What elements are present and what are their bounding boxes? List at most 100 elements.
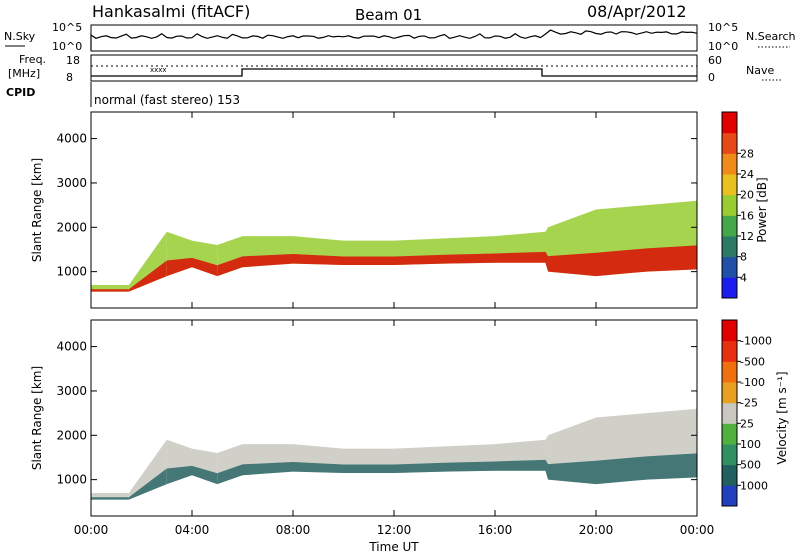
nave-tick-bottom: 0	[708, 71, 715, 84]
colorbar-tick-label: -100	[740, 376, 765, 389]
velocity-heatmap	[91, 408, 697, 500]
echo-band-core	[545, 459, 549, 480]
x-tick-label: 08:00	[276, 523, 311, 537]
echo-band-core	[128, 260, 167, 292]
echo-band-core	[646, 245, 697, 272]
colorbar-tick-label: 24	[740, 168, 754, 181]
echo-band-core	[343, 256, 394, 265]
echo-band-core	[128, 468, 167, 500]
echo-band-core	[548, 460, 596, 485]
echo-band-core	[242, 254, 293, 268]
echo-band-core	[343, 464, 394, 473]
colorbar-tick-label: 16	[740, 209, 754, 222]
echo-band-core	[646, 453, 697, 480]
colorbar-swatch	[722, 361, 737, 383]
colorbar-swatch	[722, 423, 737, 445]
date-title: 08/Apr/2012	[587, 2, 687, 21]
echo-band-core	[293, 254, 344, 265]
colorbar-tick-label: -500	[740, 355, 765, 368]
colorbar-tick-label: -25	[740, 397, 758, 410]
x-tick-label: 16:00	[478, 523, 513, 537]
colorbar-frame	[721, 319, 738, 507]
echo-band-core	[394, 254, 445, 265]
echo-band-core	[444, 253, 495, 264]
noise-sky-line	[90, 29, 698, 50]
x-tick-label: 12:00	[377, 523, 412, 537]
echo-band-core	[545, 251, 549, 272]
cpid-label: CPID	[6, 86, 35, 99]
power-y-axis: 1000 2000 3000 4000	[56, 132, 697, 279]
colorbar-swatch	[722, 236, 737, 258]
echo-band-core	[166, 257, 192, 277]
nave-label: Nave	[746, 64, 774, 77]
power-y-label: Slant Range [km]	[30, 158, 44, 262]
colorbar-swatch	[722, 464, 737, 486]
echo-band-core	[596, 248, 647, 277]
colorbar-tick-label: -1000	[740, 335, 772, 348]
x-tick-label: 00:00	[74, 523, 109, 537]
colorbar-swatch	[722, 277, 737, 299]
colorbar-swatch	[722, 485, 737, 507]
y-tick-label: 3000	[56, 176, 87, 190]
colorbar-swatch	[722, 256, 737, 278]
beam-title: Beam 01	[355, 6, 422, 24]
power-colorbar-label: Power [dB]	[755, 177, 769, 242]
station-title: Hankasalmi (fitACF)	[92, 2, 250, 21]
nsearch-label: N.Search	[746, 30, 796, 43]
colorbar-swatch	[722, 194, 737, 216]
time-x-axis: 00:00 04:00 08:00 12:00 16:00 20:00 00:00	[74, 112, 715, 537]
colorbar-swatch	[722, 444, 737, 466]
echo-band-core	[444, 461, 495, 472]
freq-panel-frame	[90, 54, 698, 82]
x-tick-label: 04:00	[175, 523, 210, 537]
colorbar-swatch	[722, 382, 737, 404]
echo-band-core	[192, 257, 218, 277]
echo-band-core	[293, 462, 344, 473]
colorbar-tick-label: 28	[740, 147, 754, 160]
nsky-tick-bottom: 10^0	[52, 40, 82, 53]
colorbar-swatch	[722, 340, 737, 362]
echo-band-core	[91, 497, 129, 500]
nsearch-tick-bottom: 10^0	[708, 40, 738, 53]
freq-label-2: [MHz]	[8, 67, 40, 80]
y-tick-label: 1000	[56, 473, 87, 487]
colorbar-swatch	[722, 153, 737, 175]
freq-line	[91, 68, 697, 77]
echo-band-core	[394, 462, 445, 473]
colorbar-tick-label: 12	[740, 230, 754, 243]
y-tick-label: 4000	[56, 132, 87, 146]
y-tick-label: 1000	[56, 265, 87, 279]
colorbar-swatch	[722, 112, 737, 134]
velocity-colorbar-label: Velocity [m s⁻¹]	[775, 371, 789, 464]
x-tick-label: 00:00	[680, 523, 715, 537]
echo-band-core	[596, 456, 647, 485]
colorbar-tick-label: 4	[740, 271, 747, 284]
colorbar-frame	[721, 111, 738, 299]
colorbar-tick-label: 1000	[740, 479, 768, 492]
colorbar-swatch	[722, 132, 737, 154]
echo-band-core	[91, 289, 129, 292]
freq-tick-top: 18	[66, 54, 80, 67]
freq-marks: xxxx	[150, 66, 167, 74]
power-heatmap	[91, 200, 697, 292]
velocity-colorbar: 1000 500 100 25 -25 -100 -500 -1000	[721, 319, 772, 507]
echo-band-core	[166, 465, 192, 485]
colorbar-tick-label: 8	[740, 251, 747, 264]
x-tick-label: 20:00	[579, 523, 614, 537]
nsky-label: N.Sky	[4, 30, 36, 43]
y-tick-label: 2000	[56, 220, 87, 234]
nave-tick-top: 60	[708, 54, 722, 67]
power-colorbar: 4 8 12 16 20 24 28	[721, 111, 754, 299]
x-axis-label: Time UT	[368, 540, 419, 554]
y-tick-label: 2000	[56, 428, 87, 442]
velocity-y-label: Slant Range [km]	[30, 366, 44, 470]
colorbar-tick-label: 25	[740, 417, 754, 430]
colorbar-tick-label: 20	[740, 189, 754, 202]
echo-band-core	[495, 459, 546, 471]
colorbar-tick-label: 500	[740, 459, 761, 472]
velocity-y-axis: 1000 2000 3000 4000	[56, 340, 697, 487]
cpid-text: normal (fast stereo) 153	[94, 93, 240, 107]
nsearch-tick-top: 10^5	[708, 21, 738, 34]
colorbar-swatch	[722, 402, 737, 424]
